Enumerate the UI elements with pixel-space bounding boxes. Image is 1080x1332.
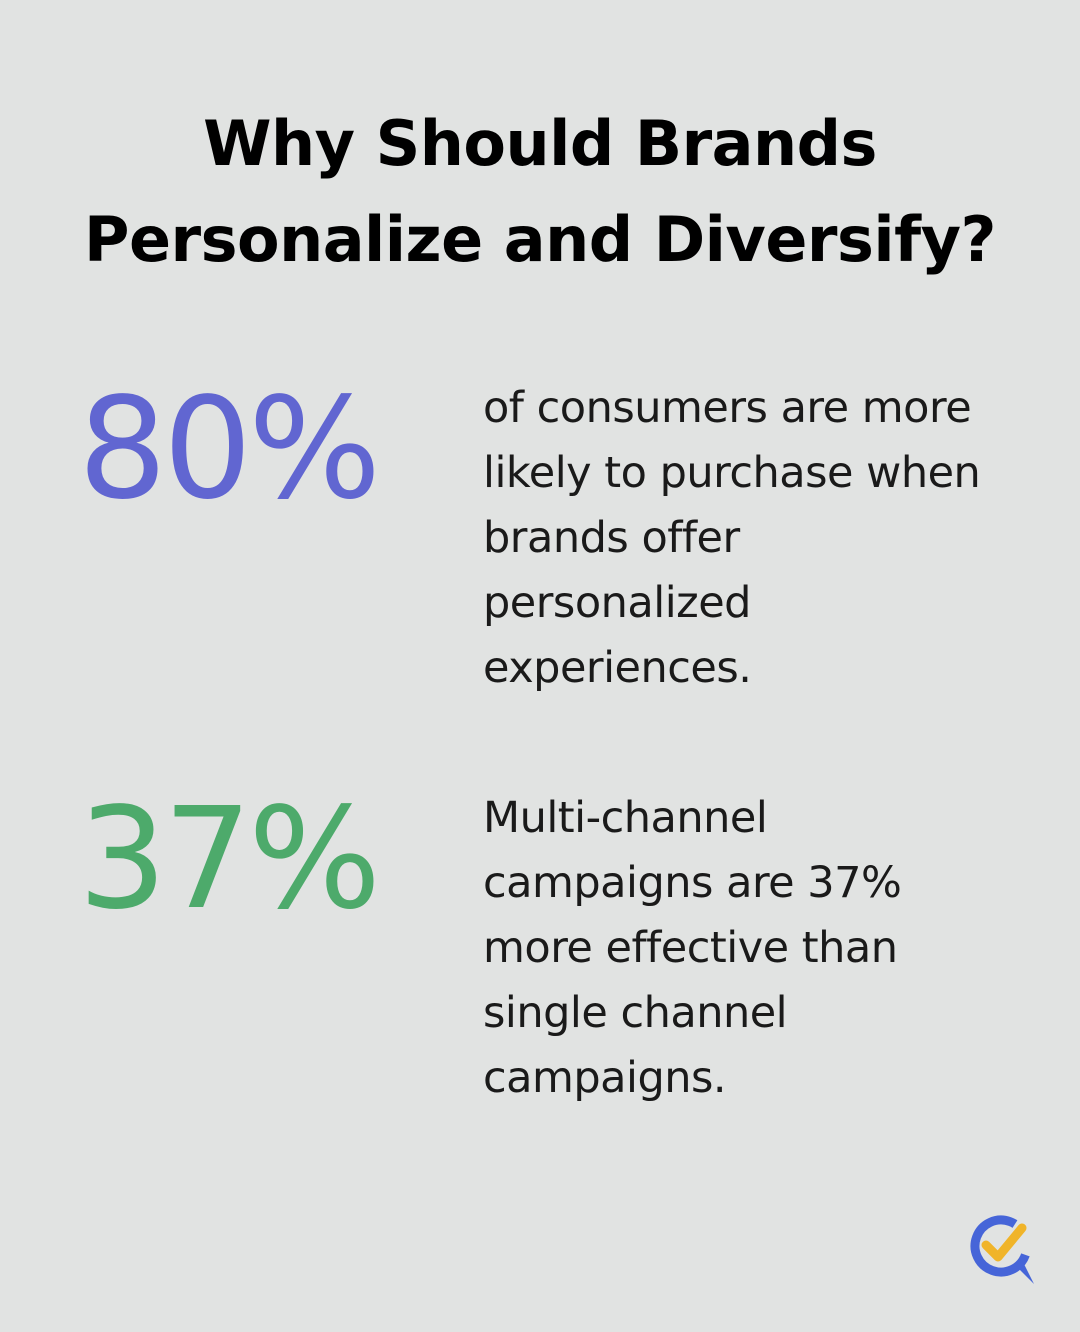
logo-check [981,1223,1027,1262]
stat-line: more effective than [483,923,898,973]
stat-value: 37% [78,778,381,941]
stat-line: campaigns are 37% [483,858,902,908]
title-line-1: Why Should Brands [203,107,877,180]
stat-line: personalized [483,578,751,628]
stat-line: single channel [483,988,788,1038]
stat-line: Multi-channel [483,793,768,843]
stat-line: experiences. [483,643,752,693]
stat-description: of consumers are more likely to purchase… [483,376,1023,701]
stat-value: 80% [78,368,381,531]
stat-line: of consumers are more [483,383,972,433]
title-line-2: Personalize and Diversify? [84,203,996,276]
stat-line: likely to purchase when [483,448,981,498]
logo-ring [970,1215,1032,1277]
logo-tail [1016,1264,1034,1284]
stat-line: campaigns. [483,1053,727,1103]
check-chat-logo-icon [964,1210,1044,1290]
stat-description: Multi-channel campaigns are 37% more eff… [483,786,1023,1111]
stat-line: brands offer [483,513,740,563]
page-title: Why Should Brands Personalize and Divers… [0,96,1080,288]
